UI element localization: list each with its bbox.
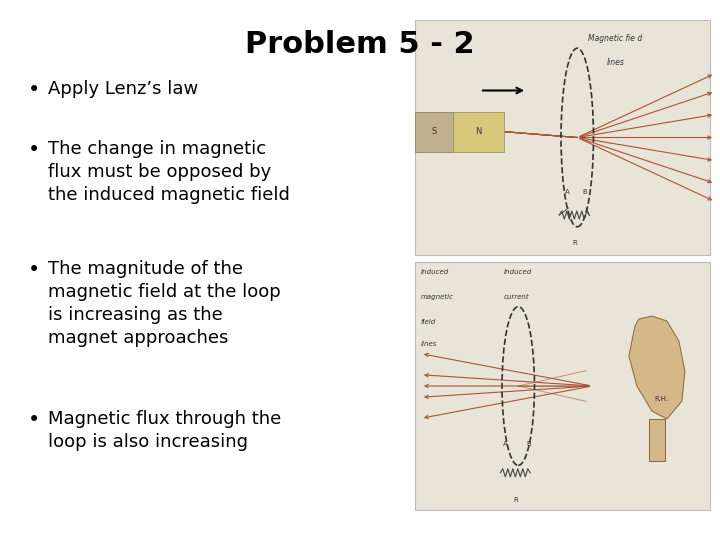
Text: The magnitude of the
magnetic field at the loop
is increasing as the
magnet appr: The magnitude of the magnetic field at t… (48, 260, 281, 347)
Text: •: • (28, 260, 40, 280)
Text: B: B (526, 441, 531, 447)
Text: A: A (503, 441, 508, 447)
Text: Apply Lenz’s law: Apply Lenz’s law (48, 80, 198, 98)
Text: R: R (572, 240, 577, 246)
Text: R: R (513, 497, 518, 503)
Text: lines: lines (607, 58, 624, 66)
Text: •: • (28, 140, 40, 160)
Text: lines: lines (421, 341, 437, 347)
Text: current: current (503, 294, 529, 300)
Text: Problem 5 - 2: Problem 5 - 2 (246, 30, 474, 59)
Text: Magnetic fie d: Magnetic fie d (588, 34, 643, 43)
Text: field: field (421, 319, 436, 325)
Text: magnetic: magnetic (421, 294, 454, 300)
Text: Induced: Induced (421, 269, 449, 275)
Text: Magnetic flux through the
loop is also increasing: Magnetic flux through the loop is also i… (48, 410, 282, 451)
Polygon shape (629, 316, 685, 419)
Bar (454, 112, 503, 152)
Text: R.H.: R.H. (654, 396, 669, 402)
Text: •: • (28, 410, 40, 430)
Bar (415, 112, 454, 152)
Text: •: • (28, 80, 40, 100)
Text: The change in magnetic
flux must be opposed by
the induced magnetic field: The change in magnetic flux must be oppo… (48, 140, 290, 204)
Text: A: A (564, 189, 570, 195)
Text: B: B (582, 189, 587, 195)
Polygon shape (649, 419, 665, 461)
Text: S: S (431, 127, 437, 136)
Text: Induced: Induced (503, 269, 532, 275)
Bar (415, 262, 710, 510)
Bar (415, 20, 710, 255)
Text: N: N (475, 127, 482, 136)
